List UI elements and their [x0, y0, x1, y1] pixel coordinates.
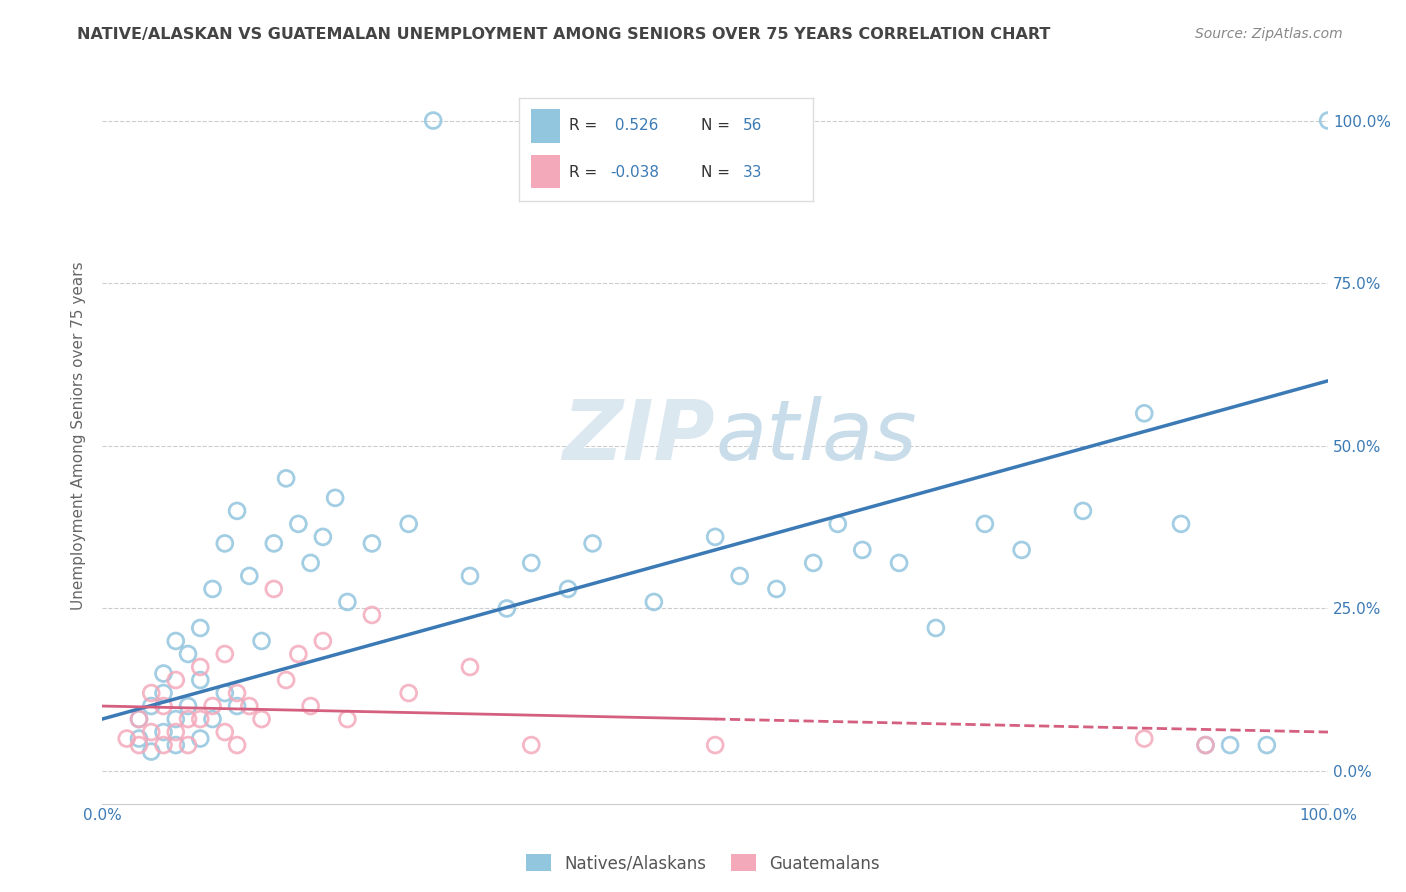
Text: atlas: atlas [716, 395, 917, 476]
Point [177, 712, 200, 726]
Point [250, 634, 273, 648]
Point [141, 725, 163, 739]
Point [165, 725, 187, 739]
Point [1194, 738, 1216, 752]
Point [263, 536, 285, 550]
Point [274, 673, 297, 687]
Point [801, 556, 824, 570]
Point [1256, 738, 1278, 752]
Point [458, 569, 481, 583]
Point [214, 536, 236, 550]
Point [188, 712, 211, 726]
Point [458, 660, 481, 674]
Point [214, 725, 236, 739]
Point [287, 516, 309, 531]
Point [1170, 516, 1192, 531]
Point [141, 745, 163, 759]
Point [188, 731, 211, 746]
Point [152, 738, 174, 752]
Point [361, 536, 384, 550]
Legend: Natives/Alaskans, Guatemalans: Natives/Alaskans, Guatemalans [519, 847, 887, 880]
Point [728, 569, 751, 583]
Point [238, 699, 260, 714]
Point [152, 699, 174, 714]
Point [765, 582, 787, 596]
Point [177, 647, 200, 661]
Point [263, 582, 285, 596]
Point [128, 712, 150, 726]
Text: NATIVE/ALASKAN VS GUATEMALAN UNEMPLOYMENT AMONG SENIORS OVER 75 YEARS CORRELATIO: NATIVE/ALASKAN VS GUATEMALAN UNEMPLOYMEN… [77, 27, 1050, 42]
Point [188, 621, 211, 635]
Point [1071, 504, 1094, 518]
Point [312, 530, 335, 544]
Text: ZIP: ZIP [562, 395, 716, 476]
Point [1133, 731, 1156, 746]
Point [422, 113, 444, 128]
Point [1194, 738, 1216, 752]
Point [188, 673, 211, 687]
Text: Source: ZipAtlas.com: Source: ZipAtlas.com [1195, 27, 1343, 41]
Point [704, 530, 727, 544]
Point [361, 607, 384, 622]
Point [115, 731, 138, 746]
Point [165, 738, 187, 752]
Point [398, 516, 420, 531]
Point [214, 647, 236, 661]
Point [299, 556, 322, 570]
Point [925, 621, 948, 635]
Point [887, 556, 910, 570]
Point [152, 666, 174, 681]
Point [226, 738, 249, 752]
Point [152, 725, 174, 739]
Point [520, 738, 543, 752]
Point [152, 686, 174, 700]
Point [336, 712, 359, 726]
Point [398, 686, 420, 700]
Point [336, 595, 359, 609]
Point [827, 516, 849, 531]
Point [1317, 113, 1340, 128]
Point [201, 712, 224, 726]
Point [1219, 738, 1241, 752]
Point [201, 699, 224, 714]
Point [643, 595, 665, 609]
Point [238, 569, 260, 583]
Point [201, 582, 224, 596]
Point [323, 491, 346, 505]
Point [165, 634, 187, 648]
Point [141, 686, 163, 700]
Point [177, 699, 200, 714]
Point [851, 542, 873, 557]
Point [495, 601, 517, 615]
Point [128, 731, 150, 746]
Point [1133, 406, 1156, 420]
Point [274, 471, 297, 485]
Point [128, 712, 150, 726]
Point [214, 686, 236, 700]
Point [250, 712, 273, 726]
Point [141, 699, 163, 714]
Point [973, 516, 995, 531]
Y-axis label: Unemployment Among Seniors over 75 years: Unemployment Among Seniors over 75 years [72, 261, 86, 610]
Point [312, 634, 335, 648]
Point [704, 738, 727, 752]
Point [287, 647, 309, 661]
Point [520, 556, 543, 570]
Point [165, 673, 187, 687]
Point [1011, 542, 1033, 557]
Point [177, 738, 200, 752]
Point [581, 536, 603, 550]
Point [226, 686, 249, 700]
Point [226, 699, 249, 714]
Point [165, 712, 187, 726]
Point [557, 582, 579, 596]
Point [226, 504, 249, 518]
Point [128, 738, 150, 752]
Point [188, 660, 211, 674]
Point [299, 699, 322, 714]
